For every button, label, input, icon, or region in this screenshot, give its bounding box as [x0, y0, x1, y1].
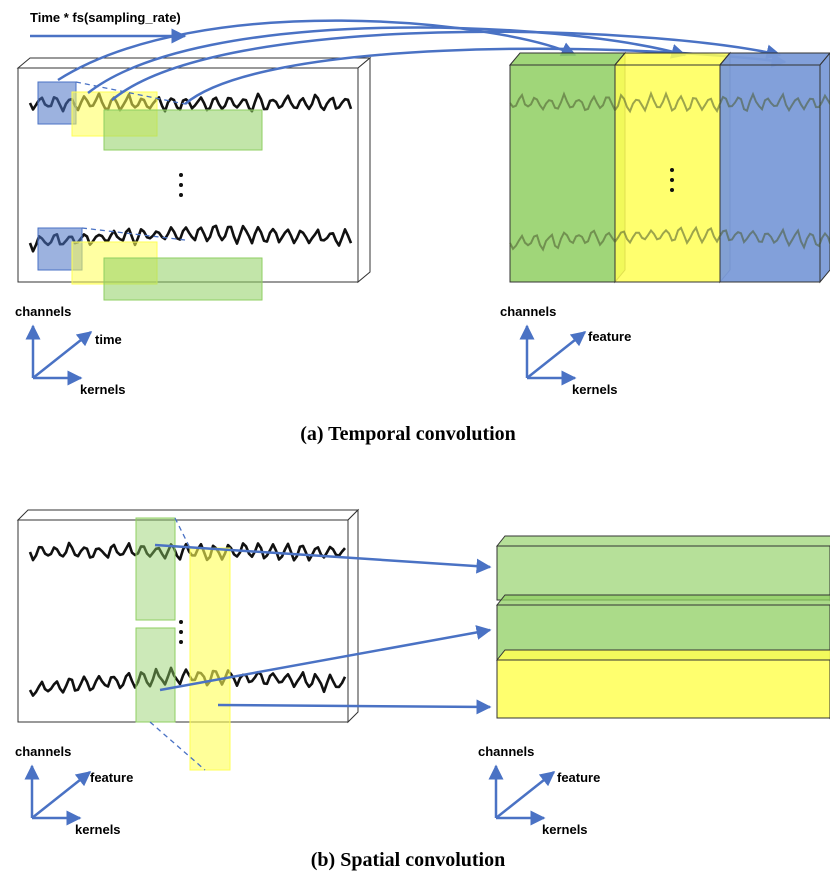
box-side: [348, 510, 358, 722]
box-front: [497, 546, 830, 600]
axis-label: kernels: [80, 382, 126, 397]
window: [136, 518, 175, 620]
annotation: Time * fs(sampling_rate): [30, 10, 181, 25]
box-top: [497, 650, 830, 660]
arrow: [496, 772, 554, 818]
box-front: [497, 660, 830, 718]
ellipsis-dot: [179, 620, 183, 624]
ellipsis-dot: [670, 178, 674, 182]
box-front: [720, 65, 820, 282]
window: [104, 258, 262, 300]
ellipsis-dot: [670, 188, 674, 192]
ellipsis-dot: [179, 173, 183, 177]
window: [190, 548, 230, 770]
ellipsis-dot: [179, 640, 183, 644]
box-top: [615, 53, 730, 65]
axis-label: feature: [90, 770, 133, 785]
box-top: [18, 510, 358, 520]
ellipsis-dot: [179, 630, 183, 634]
arrow: [32, 772, 90, 818]
window: [136, 628, 175, 722]
arrow: [527, 332, 585, 378]
ellipsis-dot: [179, 193, 183, 197]
caption: (b) Spatial convolution: [311, 849, 505, 871]
axis-label: kernels: [75, 822, 121, 837]
box-top: [720, 53, 830, 65]
axis-label: time: [95, 332, 122, 347]
axis-label: channels: [478, 744, 534, 759]
window: [104, 110, 262, 150]
diagram: Time * fs(sampling_rate) channels time k…: [0, 0, 830, 877]
axis-label: feature: [588, 329, 631, 344]
axis-label: channels: [15, 744, 71, 759]
axis-label: channels: [500, 304, 556, 319]
ellipsis-dot: [179, 183, 183, 187]
axis-label: kernels: [572, 382, 618, 397]
box-top: [497, 536, 830, 546]
axis-label: kernels: [542, 822, 588, 837]
box-top: [510, 53, 625, 65]
window: [38, 82, 76, 124]
axis-label: channels: [15, 304, 71, 319]
caption: (a) Temporal convolution: [300, 423, 516, 445]
box-side: [820, 53, 830, 282]
box-top: [497, 595, 830, 605]
box-side: [358, 58, 370, 282]
ellipsis-dot: [670, 168, 674, 172]
axis-label: feature: [557, 770, 600, 785]
arrow: [33, 332, 91, 378]
